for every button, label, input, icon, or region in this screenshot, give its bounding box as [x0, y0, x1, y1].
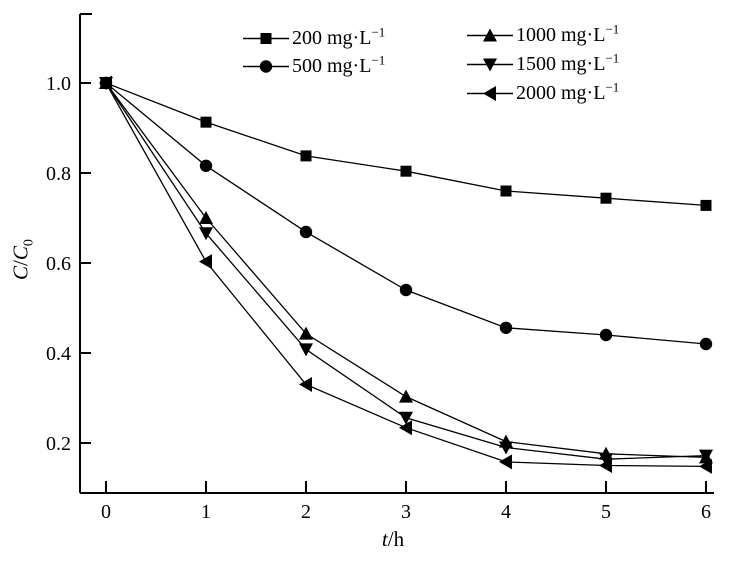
y-axis-label-c: C: [8, 266, 33, 281]
circle-marker-icon: [243, 60, 289, 73]
x-tick-label: 3: [401, 501, 411, 523]
y-axis-label-c0: C: [8, 246, 33, 261]
legend-item-1500: 1500 mg·L−1: [467, 50, 619, 78]
y-tick-label: 0.6: [46, 253, 71, 275]
legend-item-1000: 1000 mg·L−1: [467, 21, 619, 49]
series-markers-1000: [99, 76, 713, 464]
legend-label: 500 mg·L−1: [292, 51, 386, 77]
x-tick-label: 5: [601, 501, 611, 523]
y-axis-label-slash: /: [8, 260, 33, 267]
legend-item-500: 500 mg·L−1: [243, 52, 385, 80]
y-tick-label: 0.4: [46, 343, 71, 365]
legend-label: 2000 mg·L−1: [516, 78, 620, 104]
legend-item-2000: 2000 mg·L−1: [467, 79, 619, 107]
x-tick-label: 4: [501, 501, 511, 523]
series-1500: [105, 82, 707, 460]
series-2000: [105, 82, 707, 468]
x-tick-label: 1: [201, 501, 211, 523]
legend: 200 mg·L−1 500 mg·L−1 1000 mg·L−1 1500 m…: [0, 0, 731, 120]
square-marker-icon: [243, 33, 289, 44]
y-tick-label: 0.2: [46, 433, 71, 455]
x-tick-label: 0: [101, 501, 111, 523]
x-axis-label-t: t: [381, 527, 388, 551]
series-500: [105, 82, 707, 345]
axes: [79, 13, 714, 494]
legend-label: 200 mg·L−1: [292, 23, 386, 49]
x-tick-label: 2: [301, 501, 311, 523]
series-markers-1500: [99, 77, 713, 467]
y-axis-label: C/C0: [8, 218, 37, 302]
triangle-left-marker-icon: [467, 86, 513, 101]
x-tick-label: 6: [701, 501, 711, 523]
series-markers-2000: [99, 75, 712, 474]
legend-label: 1500 mg·L−1: [516, 49, 620, 75]
y-tick-label: 0.8: [46, 163, 71, 185]
x-axis-label-unit: /h: [387, 527, 405, 551]
tick-labels: 0.2 0.4 0.6 0.8 1.0 0 1 2 3 4 5 6: [46, 73, 711, 523]
triangle-up-marker-icon: [467, 28, 513, 42]
triangle-down-marker-icon: [467, 58, 513, 72]
x-axis-label: t/h: [343, 527, 443, 552]
legend-item-200: 200 mg·L−1: [243, 24, 385, 52]
y-tick-label: 1.0: [46, 73, 71, 95]
y-axis-label-sub: 0: [21, 239, 37, 247]
legend-label: 1000 mg·L−1: [516, 20, 620, 46]
